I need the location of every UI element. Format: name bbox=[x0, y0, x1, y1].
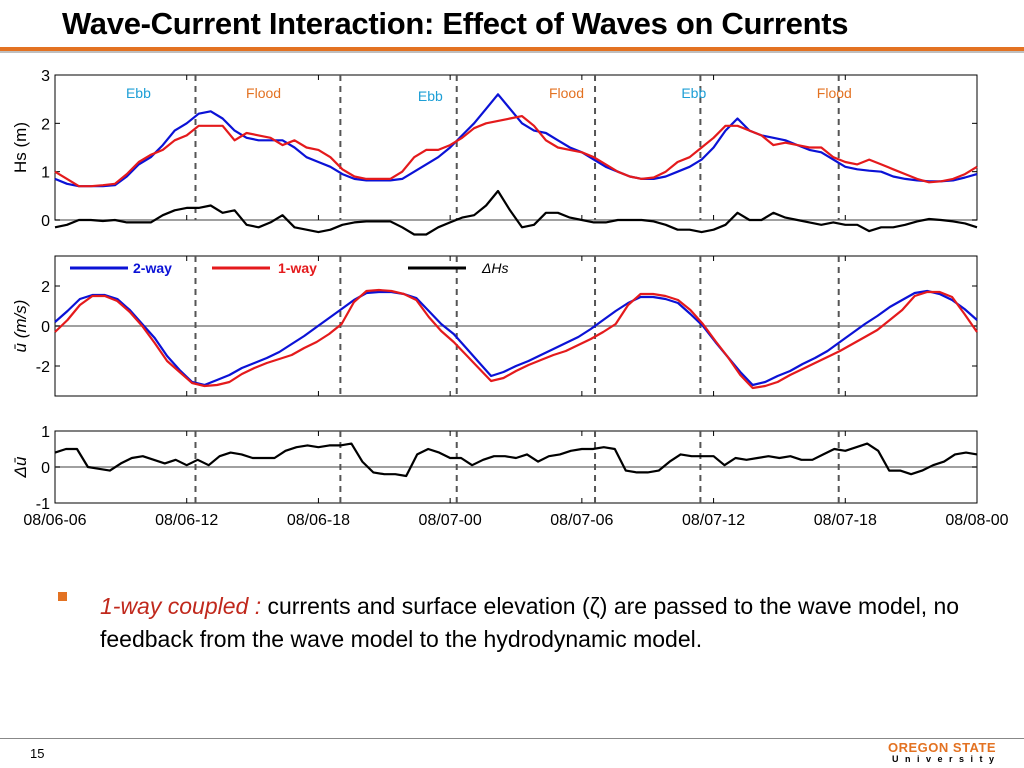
x-tick-label: 08/06-12 bbox=[155, 512, 218, 528]
logo-line2: University bbox=[892, 754, 1001, 764]
osu-logo: OREGON STATE University bbox=[888, 740, 1018, 766]
series-line-delta bbox=[54, 189, 978, 236]
y-axis-label: ū (m/s) bbox=[11, 300, 30, 353]
y-tick-label: 3 bbox=[41, 68, 50, 85]
y-tick-label: 2 bbox=[41, 116, 50, 133]
y-tick-label: 2 bbox=[41, 279, 50, 296]
x-tick-label: 08/06-18 bbox=[287, 512, 350, 528]
page-number: 15 bbox=[30, 746, 45, 761]
series-line-two_way bbox=[54, 93, 978, 188]
x-tick-label: 08/06-06 bbox=[23, 512, 86, 528]
y-tick-label: -2 bbox=[36, 359, 50, 376]
phase-label-flood: Flood bbox=[246, 85, 281, 101]
phase-label-ebb: Ebb bbox=[418, 88, 443, 104]
x-tick-label: 08/07-00 bbox=[419, 512, 482, 528]
bullet-body: currents and surface elevation (ζ) are p… bbox=[100, 593, 960, 652]
logo-line1: OREGON STATE bbox=[888, 740, 997, 755]
phase-label-ebb: Ebb bbox=[126, 85, 151, 101]
phase-label-ebb: Ebb bbox=[681, 85, 706, 101]
phase-label-flood: Flood bbox=[549, 85, 584, 101]
title-rule bbox=[0, 47, 1024, 53]
bullet-emphasis: 1-way coupled : bbox=[100, 593, 262, 619]
bullet-text: 1-way coupled : currents and surface ele… bbox=[100, 590, 960, 656]
y-tick-label: 0 bbox=[41, 213, 50, 230]
x-tick-label: 08/08-00 bbox=[945, 512, 1008, 528]
bullet-marker bbox=[58, 592, 67, 601]
phase-label-flood: Flood bbox=[817, 85, 852, 101]
x-tick-label: 08/07-12 bbox=[682, 512, 745, 528]
y-axis-label: Hs (m) bbox=[11, 122, 30, 173]
series-line-one_way bbox=[54, 114, 978, 188]
legend-label-delta: ΔHs bbox=[481, 260, 509, 276]
x-tick-label: 08/07-06 bbox=[550, 512, 613, 528]
plot-frame-0 bbox=[54, 74, 978, 221]
series-line-one_way bbox=[54, 288, 978, 390]
y-tick-label: 1 bbox=[41, 165, 50, 182]
figure: 0 1 2 3 Hs (m) Ebb Flood Ebb Flood Ebb Flood -2 0 2 ū … bbox=[11, 68, 1009, 528]
legend-label-one_way: 1-way bbox=[278, 260, 317, 276]
legend-label-two_way: 2-way bbox=[133, 260, 172, 276]
y-tick-label: 0 bbox=[41, 460, 50, 477]
series-line-two_way bbox=[54, 289, 978, 387]
y-tick-label: 1 bbox=[41, 424, 50, 441]
slide-title: Wave-Current Interaction: Effect of Wave… bbox=[62, 6, 849, 41]
y-tick-label: 0 bbox=[41, 319, 50, 336]
y-tick-label: -1 bbox=[36, 496, 50, 513]
y-axis-label: Δū bbox=[11, 456, 30, 478]
footer-rule bbox=[0, 738, 1024, 739]
series-line-delta bbox=[54, 442, 978, 478]
x-tick-label: 08/07-18 bbox=[814, 512, 877, 528]
